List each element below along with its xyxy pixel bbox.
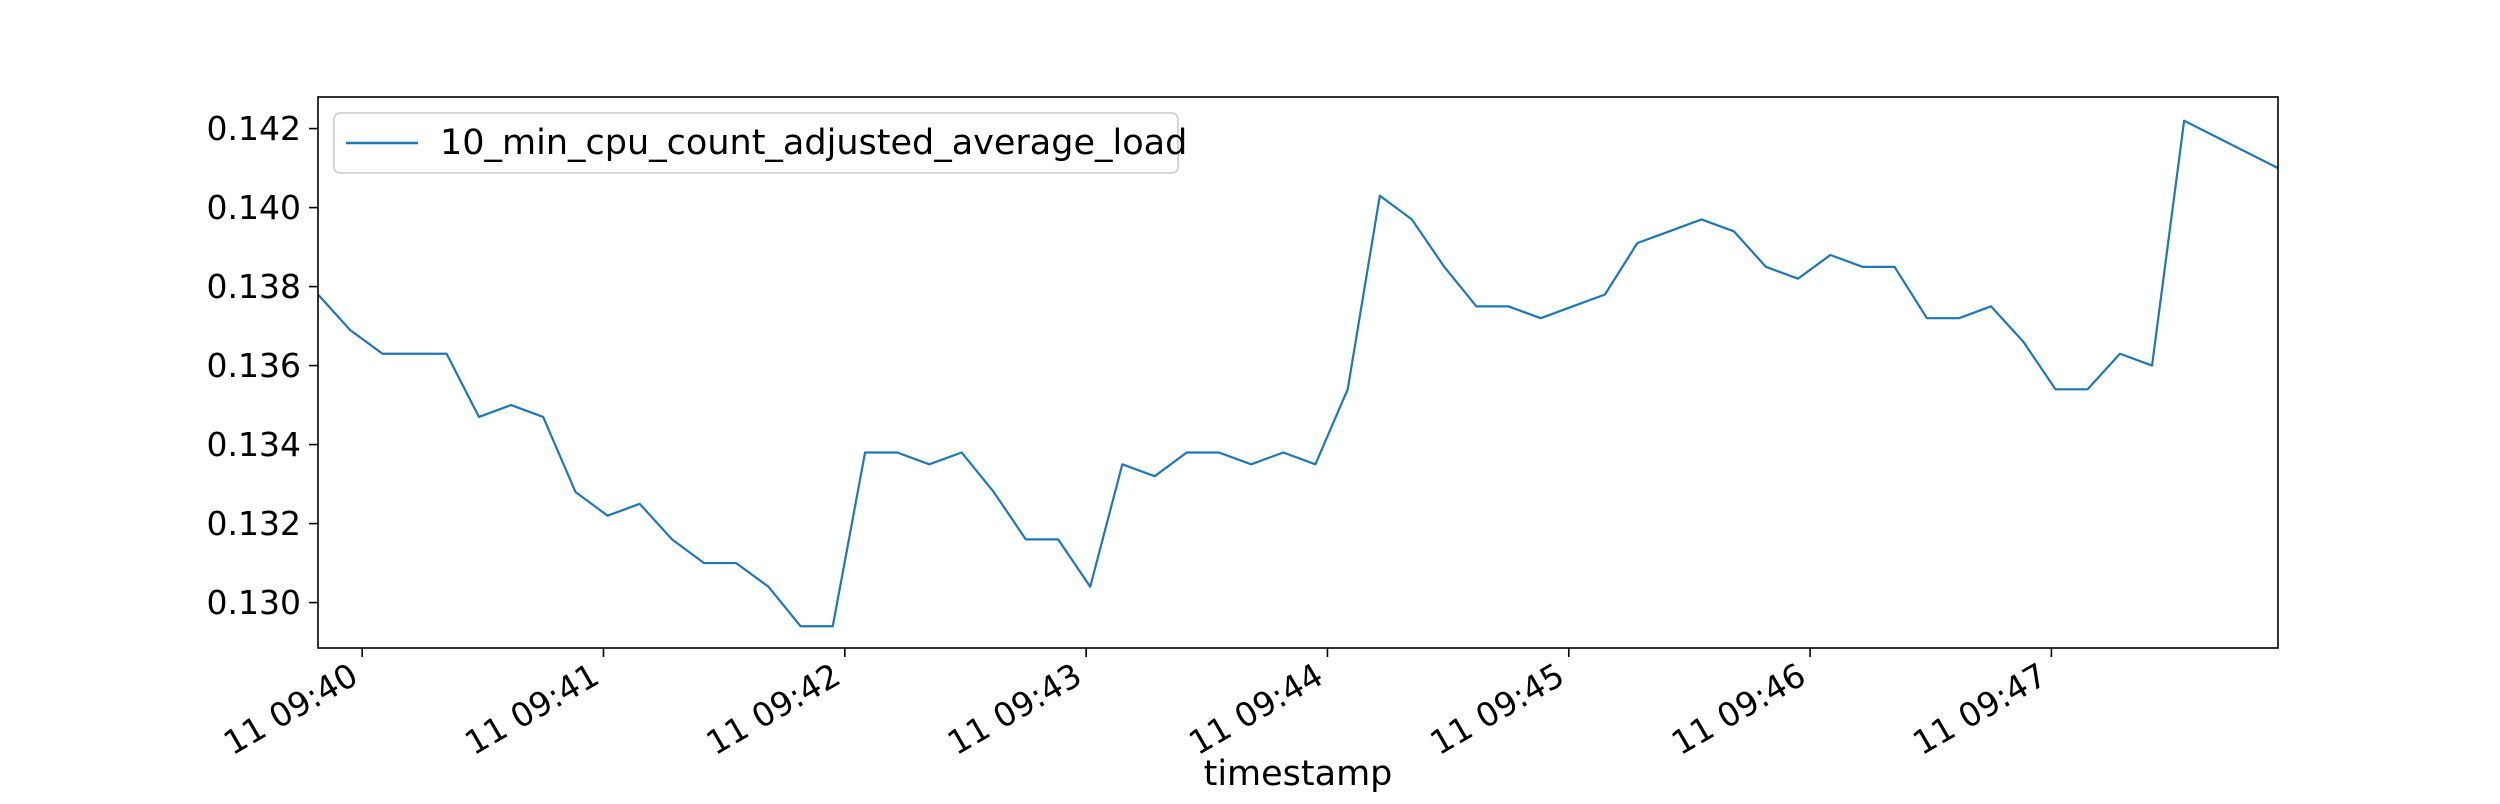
y-tick-label: 0.136	[207, 346, 301, 385]
y-tick-label: 0.142	[207, 109, 301, 148]
y-tick-label: 0.140	[207, 188, 301, 227]
plot-area	[318, 97, 2278, 648]
legend: 10_min_cpu_count_adjusted_average_load	[333, 112, 1187, 174]
x-axis-label: timestamp	[1204, 754, 1393, 794]
y-tick-label: 0.132	[207, 504, 301, 543]
series-layer	[317, 119, 2279, 628]
plot-frame	[317, 96, 2279, 649]
legend-label: 10_min_cpu_count_adjusted_average_load	[440, 123, 1187, 163]
legend-box	[333, 112, 1179, 174]
series-line-0	[317, 119, 2279, 628]
y-axis: 0.130 0.132 0.134 0.136 0.138 0.140 0.142	[207, 109, 318, 622]
y-tick-label: 0.130	[207, 583, 301, 622]
y-tick-label: 0.134	[207, 425, 301, 464]
y-tick-label: 0.138	[207, 267, 301, 306]
